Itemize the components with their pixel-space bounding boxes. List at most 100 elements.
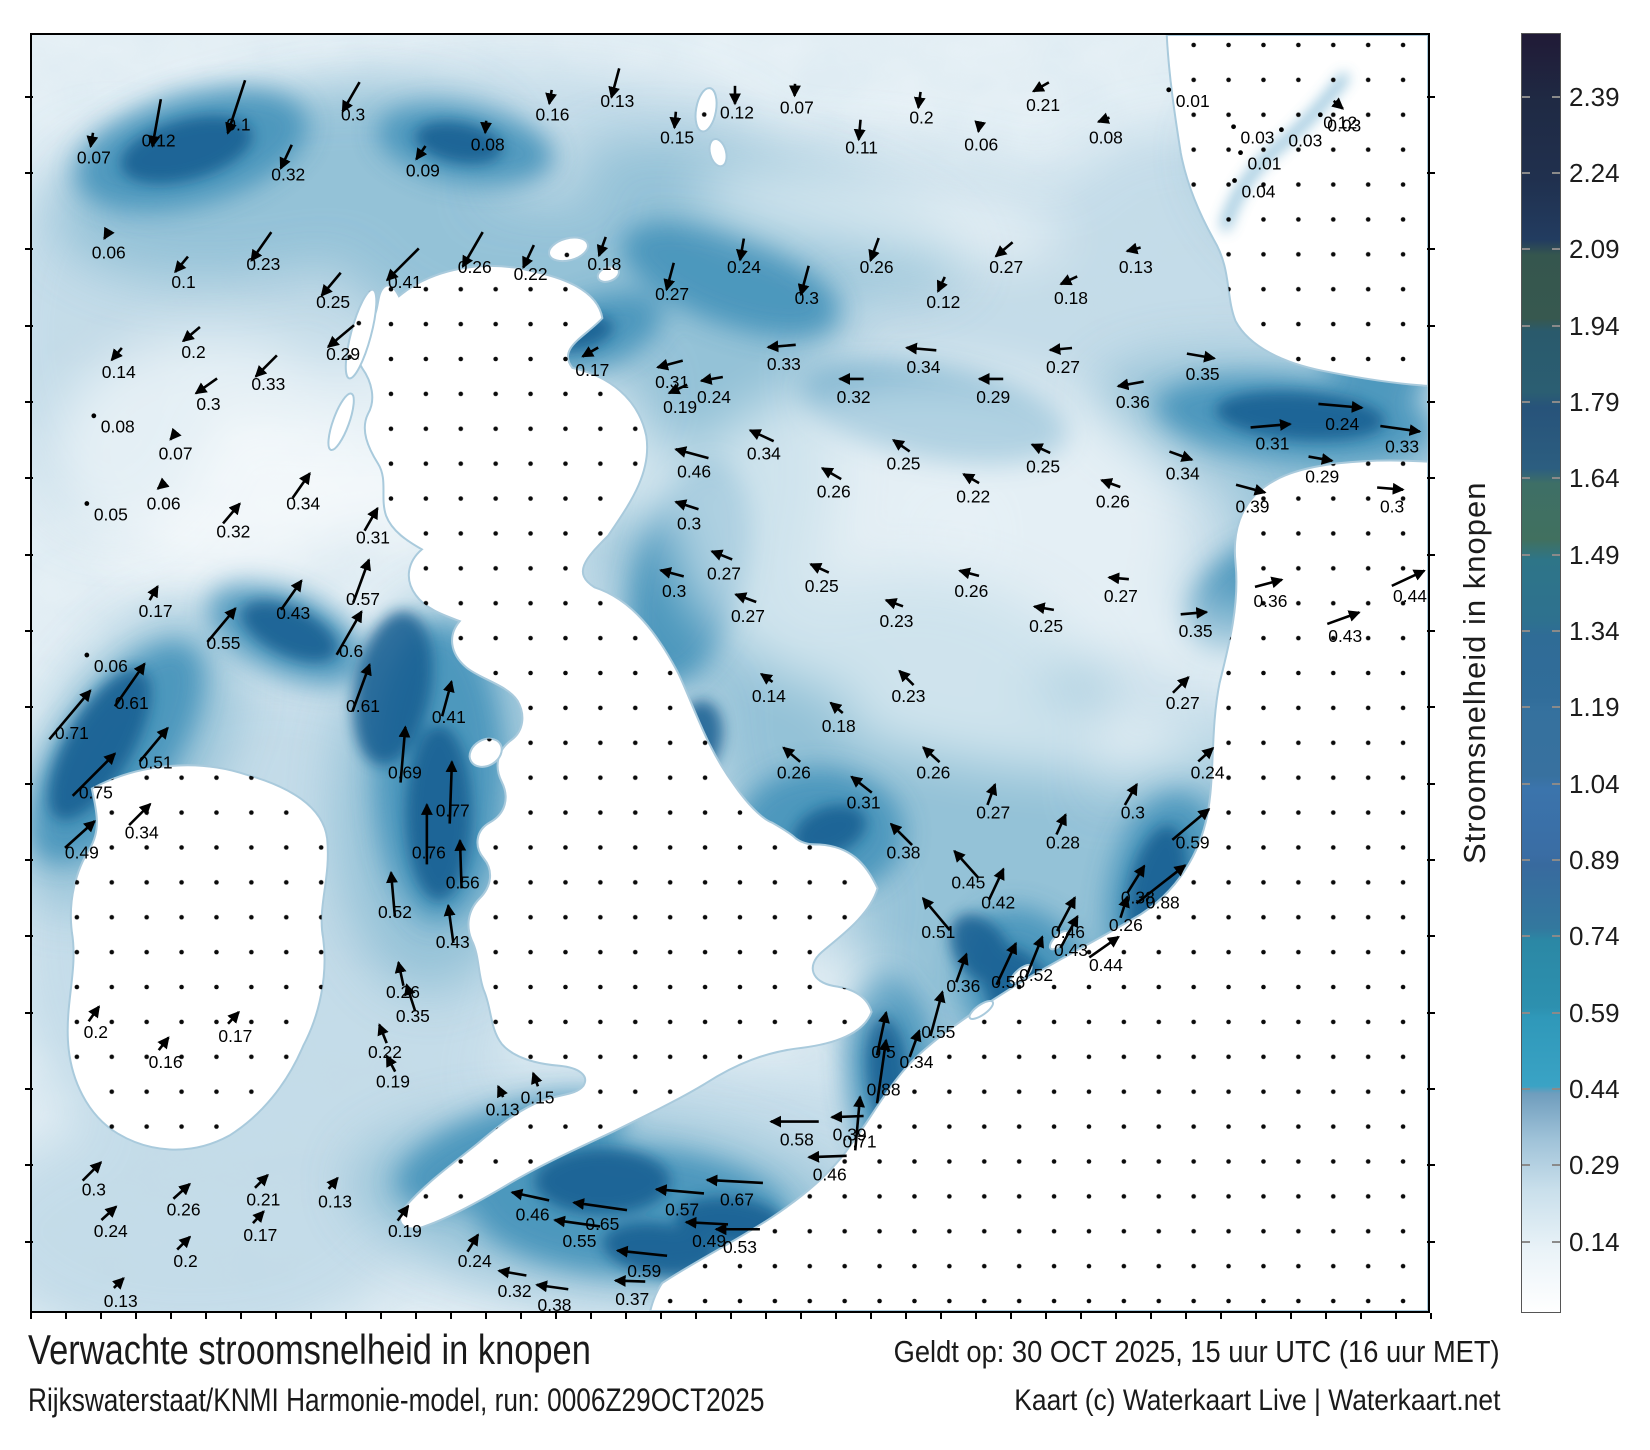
current-speed-label: 0.21 xyxy=(246,1189,280,1209)
colorbar-tick-mark xyxy=(1552,1088,1560,1091)
colorbar-tick-mark xyxy=(1522,706,1530,709)
frame-tick-mark xyxy=(1290,1313,1292,1319)
current-arrow xyxy=(674,499,699,511)
colorbar-tick-mark xyxy=(1522,171,1530,174)
current-arrow xyxy=(113,662,146,707)
colorbar-tick-label: 1.49 xyxy=(1569,539,1620,570)
current-speed-label: 0.34 xyxy=(906,357,940,377)
current-speed-label: 0.09 xyxy=(406,161,440,181)
current-vector: 0.33 xyxy=(251,354,285,394)
current-vector: 0.07 xyxy=(159,427,193,464)
current-speed-label: 0.2 xyxy=(84,1022,108,1042)
colorbar-tick-label: 1.79 xyxy=(1569,386,1620,417)
frame-tick-mark xyxy=(1360,1313,1362,1319)
colorbar-tick-label: 2.09 xyxy=(1569,234,1620,265)
colorbar-tick-mark xyxy=(1552,553,1560,556)
current-speed-label: 0.23 xyxy=(892,686,926,706)
current-arrow xyxy=(782,746,802,763)
current-arrow xyxy=(157,1036,170,1051)
current-speed-label: 0.43 xyxy=(1054,940,1088,960)
current-vector: 0.59 xyxy=(615,1245,668,1281)
current-speed-label: 0.31 xyxy=(1255,434,1289,454)
current-vector: 0.35 xyxy=(1186,350,1220,384)
current-speed-label: 0.3 xyxy=(677,513,701,533)
current-speed-label: 0.24 xyxy=(1325,414,1359,434)
current-speed-label: 0.34 xyxy=(125,822,159,842)
current-speed-label: 0.15 xyxy=(660,128,694,148)
sea-wisps xyxy=(51,166,1377,1033)
colorbar-tick-label: 0.14 xyxy=(1569,1226,1620,1257)
current-vector: 0.46 xyxy=(674,446,711,482)
current-arrow xyxy=(759,672,774,685)
current-arrow xyxy=(1031,80,1050,93)
current-vector: 0.31 xyxy=(847,775,881,813)
current-speed-label: 0.22 xyxy=(956,487,990,507)
current-arrow xyxy=(443,903,456,944)
frame-tick-mark xyxy=(1255,1313,1257,1319)
current-arrow xyxy=(461,231,484,268)
current-arrow xyxy=(440,680,455,717)
current-arrow xyxy=(110,347,123,362)
current-speed-label: 0.51 xyxy=(139,753,173,773)
current-arrow xyxy=(148,98,163,148)
current-vector: 0.09 xyxy=(406,145,440,181)
colorbar-axis-label: Stroomsnelheid in knopen xyxy=(1457,481,1492,865)
current-vector: 0.31 xyxy=(356,506,390,547)
current-arrow xyxy=(748,429,775,443)
current-arrow xyxy=(398,725,411,783)
current-arrow xyxy=(531,1071,543,1087)
current-speed-label: 0.36 xyxy=(946,976,980,996)
colorbar-tick-label: 1.64 xyxy=(1569,463,1620,494)
frame-tick-mark xyxy=(240,1313,242,1319)
current-arrow xyxy=(1056,896,1077,932)
model-run-text: Rijkswaterstaat/KNMI Harmonie-model, run… xyxy=(28,1382,765,1418)
current-arrow xyxy=(1107,572,1129,585)
current-vector: 0.34 xyxy=(747,429,781,464)
current-vector: 0.69 xyxy=(388,725,422,783)
current-speed-label: 0.33 xyxy=(251,374,285,394)
current-speed-label: 0.75 xyxy=(79,783,113,803)
current-vector: 0.21 xyxy=(246,1173,280,1209)
current-vector: 0.56 xyxy=(446,838,480,892)
current-speed-label: 0.27 xyxy=(707,563,741,583)
frame-tick-mark xyxy=(25,1240,33,1243)
current-speed-label: 0.24 xyxy=(697,387,731,407)
colorbar-tick-mark xyxy=(1552,706,1560,709)
current-vector: 0.34 xyxy=(1166,450,1200,484)
current-arrow xyxy=(227,1010,240,1025)
current-speed-label: 0.11 xyxy=(845,138,878,158)
current-vector: 0.24 xyxy=(727,238,761,277)
current-vector: 0.3 xyxy=(1121,782,1145,823)
current-vector: 0.26 xyxy=(1096,478,1130,512)
frame-tick-mark xyxy=(1427,935,1435,938)
current-speed-label: 0.26 xyxy=(817,482,851,502)
current-arrow xyxy=(985,782,998,806)
current-arrow xyxy=(497,1266,527,1279)
frame-tick-mark xyxy=(1427,553,1435,556)
current-speed-label: 0.33 xyxy=(767,354,801,374)
current-arrow xyxy=(1116,378,1144,391)
current-speed-label: 0.07 xyxy=(77,148,111,168)
current-arrow xyxy=(654,1184,705,1197)
current-arrow xyxy=(320,271,342,297)
frame-tick-mark xyxy=(25,171,33,174)
current-speed-label: 0.55 xyxy=(921,1022,955,1042)
colorbar-tick-mark xyxy=(1522,553,1530,556)
current-vector: 0.43 xyxy=(436,903,470,952)
frame-tick-mark xyxy=(1220,1313,1222,1319)
current-speed-label: 0.38 xyxy=(887,842,921,862)
colorbar-tick-mark xyxy=(1522,400,1530,403)
current-arrow xyxy=(454,838,467,889)
current-speed-label: 0.46 xyxy=(813,1164,847,1184)
colorbar-tick-mark xyxy=(1522,324,1530,327)
current-speed-label: 0.01 xyxy=(1248,154,1282,174)
current-speed-label: 0.49 xyxy=(65,842,99,862)
current-speed-label: 0.67 xyxy=(720,1189,754,1209)
current-vector: 0.35 xyxy=(396,983,430,1026)
current-vector: 0.27 xyxy=(989,241,1023,277)
current-arrow xyxy=(351,558,371,604)
frame-tick-mark xyxy=(380,1313,382,1319)
current-vector: 0.75 xyxy=(71,752,117,803)
zero-current-dot xyxy=(1279,127,1284,133)
frame-tick-mark xyxy=(25,630,33,632)
